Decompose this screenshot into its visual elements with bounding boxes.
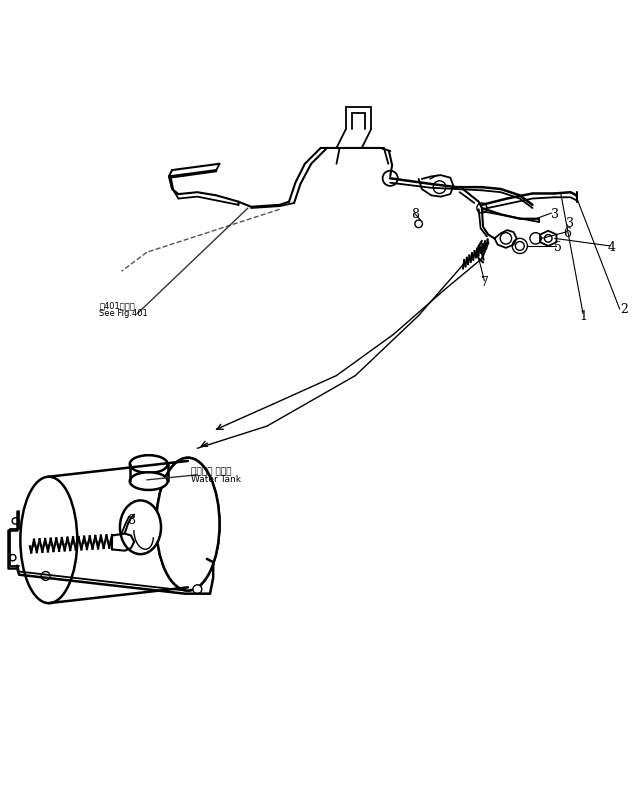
Text: 3: 3: [551, 208, 559, 221]
Text: 第401図参照: 第401図参照: [100, 301, 135, 310]
Text: See Fig.401: See Fig.401: [100, 309, 148, 318]
Circle shape: [10, 554, 16, 561]
Text: 8: 8: [127, 514, 135, 527]
Circle shape: [41, 571, 50, 580]
Ellipse shape: [120, 500, 161, 554]
Text: 8: 8: [411, 208, 420, 221]
Text: 5: 5: [554, 241, 562, 254]
Ellipse shape: [130, 473, 168, 490]
Text: ワォ－タ タンク: ワォ－タ タンク: [191, 467, 232, 476]
Text: 6: 6: [563, 227, 572, 240]
Text: 2: 2: [620, 303, 628, 316]
Text: 7: 7: [481, 276, 489, 289]
Text: 3: 3: [566, 217, 575, 229]
Text: 4: 4: [608, 241, 615, 254]
Circle shape: [193, 585, 202, 594]
Ellipse shape: [156, 458, 220, 591]
Text: Water Tank: Water Tank: [191, 475, 241, 484]
Circle shape: [12, 518, 18, 524]
Text: 1: 1: [579, 310, 587, 323]
Ellipse shape: [130, 455, 168, 473]
